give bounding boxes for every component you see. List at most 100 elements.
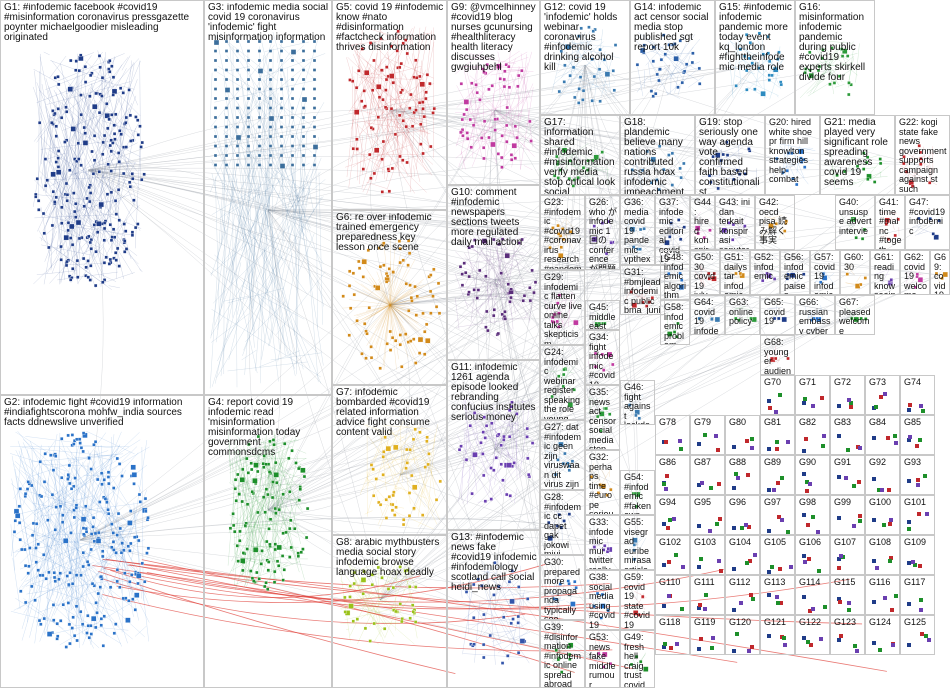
edge-line: [267, 494, 638, 521]
node: [806, 523, 811, 528]
edge-line: [389, 109, 496, 451]
edge-line: [494, 109, 731, 166]
group-cell-g4: G4: report covid 19 infodemic read 'misi…: [204, 395, 332, 688]
node: [816, 569, 821, 574]
edge-line: [494, 64, 586, 611]
node: [892, 434, 897, 439]
group-label: G83: [834, 418, 852, 427]
group-label: G119: [694, 618, 716, 627]
group-label: G80: [729, 418, 747, 427]
group-label: G51: dailystar infodemic: [724, 253, 747, 295]
node: [821, 434, 826, 439]
node: [102, 278, 107, 282]
group-cell-g32: G32: perhaps time #europe seriously cons…: [585, 450, 620, 515]
node: [136, 222, 140, 226]
group-cell-g28: G28: #infodemic cc dapet gak jokowi miui…: [540, 490, 585, 555]
node: [887, 521, 892, 526]
edge-line: [389, 109, 601, 416]
node: [114, 212, 119, 216]
group-label: G10: comment #infodemic newspapers secti…: [451, 188, 523, 248]
group-cell-g116: G116: [865, 575, 900, 615]
node: [139, 145, 143, 149]
edge-line: [267, 209, 381, 601]
node: [857, 446, 862, 451]
node: [918, 564, 923, 569]
node: [744, 523, 749, 528]
group-label: G29: infodemic flatten curve live online…: [544, 273, 582, 345]
edge-line: [494, 224, 891, 281]
node: [36, 199, 41, 203]
node: [715, 448, 720, 453]
group-label: G101: [904, 498, 927, 507]
node: [71, 267, 75, 271]
edge-line: [379, 274, 676, 601]
group-label: G16: misinformation infodemic pandemic d…: [799, 3, 868, 83]
edge-line: [370, 109, 391, 306]
edge-line: [399, 274, 766, 476]
group-cell-g29: G29: infodemic flatten curve live online…: [540, 270, 585, 345]
edge-line: [389, 109, 656, 166]
edge-line: [267, 234, 601, 511]
group-cell-g106: G106: [795, 535, 830, 575]
group-label: G70: [764, 378, 782, 387]
edge-line: [389, 109, 601, 316]
group-label: G42: oecd pisa 読み解く 事実: [759, 198, 789, 245]
node: [119, 132, 123, 136]
node: [675, 642, 680, 647]
edge-line: [494, 64, 756, 451]
group-label: G112: [729, 578, 751, 587]
node: [677, 439, 682, 444]
group-cell-g27: G27: dat #infodemic geen zijn viruswaan …: [540, 420, 585, 490]
node: [738, 600, 743, 605]
edge-line: [492, 449, 496, 455]
group-cell-g96: G96: [725, 495, 760, 535]
node: [127, 88, 131, 92]
edge-line: [494, 279, 601, 416]
edge-line: [379, 589, 561, 608]
node: [104, 113, 110, 119]
node: [136, 133, 140, 137]
edge-line: [389, 108, 796, 166]
group-label: G57: covid 19 infodemic: [814, 253, 836, 295]
edge-line: [494, 64, 671, 111]
group-cell-g45: G45: middle east myths battle: [585, 300, 620, 330]
node: [872, 477, 877, 481]
node: [920, 408, 925, 413]
group-label: G17: information shared #infodemic #misi…: [544, 118, 616, 195]
group-cell-g57: G57: covid 19 infodemic: [810, 250, 840, 295]
edge-line: [87, 169, 561, 456]
node: [108, 143, 112, 148]
group-label: G2: infodemic fight #covid19 information…: [4, 398, 186, 428]
node: [788, 565, 793, 570]
node: [51, 109, 55, 113]
node: [113, 137, 117, 141]
node: [82, 125, 86, 130]
node: [732, 526, 737, 531]
group-cell-g26: G26: who が infodemic 1回の conference が問題: [585, 195, 620, 270]
node: [697, 442, 702, 447]
edge-line: [494, 109, 656, 166]
node: [837, 515, 842, 520]
node: [67, 274, 72, 278]
edge-line: [494, 279, 601, 416]
edge-line: [553, 64, 586, 656]
node: [713, 433, 718, 438]
edge-line: [267, 314, 778, 511]
edge-line: [379, 164, 581, 601]
edge-line: [267, 509, 381, 601]
group-cell-g86: G86: [655, 455, 690, 495]
node: [872, 558, 877, 563]
group-cell-g125: G125: [900, 615, 935, 655]
node: [43, 184, 48, 188]
group-label: G104: [729, 538, 752, 547]
edge-line: [79, 404, 638, 541]
node: [698, 636, 703, 641]
group-cell-g41: G41: time #mainc #togeth: [875, 195, 905, 250]
group-label: G49: fresh hell craig trust covid: [624, 633, 647, 688]
node: [113, 199, 118, 203]
node: [54, 195, 58, 200]
group-cell-g67: G67: pleased welcome: [835, 295, 875, 335]
edge-line: [267, 274, 706, 511]
edge-line-highlight: [127, 564, 863, 625]
edge-line: [267, 164, 656, 511]
